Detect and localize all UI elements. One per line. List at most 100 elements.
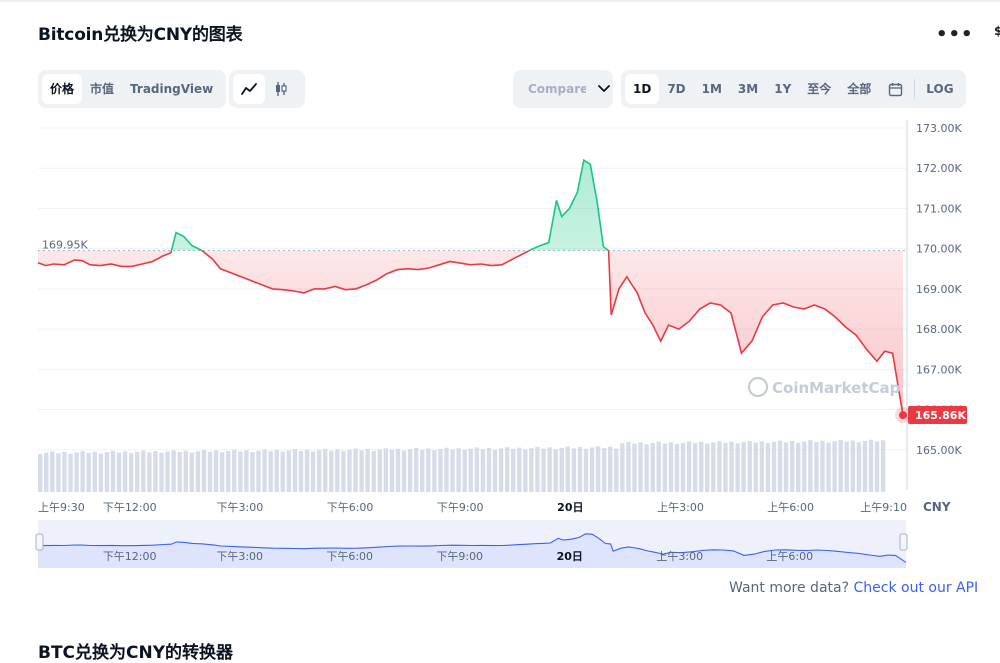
- volume-bar: [201, 450, 207, 492]
- range-3m[interactable]: 3M: [737, 82, 759, 96]
- calendar-icon[interactable]: [879, 74, 911, 104]
- y-tick-label: 168.00K: [916, 323, 962, 336]
- volume-bar: [814, 442, 819, 492]
- compare-dropdown[interactable]: Compare with: [513, 70, 613, 108]
- volume-bar: [783, 442, 789, 492]
- volume-bar: [523, 449, 528, 492]
- volume-bar: [656, 441, 661, 492]
- volume-bar: [183, 450, 188, 492]
- volume-bar: [620, 443, 625, 492]
- volume-bar: [565, 446, 570, 492]
- price-line-down: [37, 250, 904, 416]
- volume-bar: [699, 441, 704, 492]
- compare-label: Compare with: [528, 82, 586, 96]
- current-price-badge: [908, 406, 967, 424]
- volume-bar: [547, 447, 552, 492]
- volume-bar: [735, 443, 740, 492]
- volume-bar: [56, 453, 61, 492]
- volume-bar: [44, 452, 49, 492]
- volume-bar: [110, 450, 116, 492]
- open-price-label: 169.95K: [42, 239, 88, 252]
- x-tick-label: 下午6:00: [327, 501, 374, 514]
- volume-bar: [141, 450, 146, 492]
- divider: [914, 79, 916, 99]
- volume-bar: [553, 449, 558, 492]
- watermark: CoinMarketCap: [772, 379, 901, 397]
- volume-bar: [250, 451, 255, 492]
- volume-bar: [68, 453, 73, 492]
- volume-bar: [880, 440, 886, 492]
- volume-bar: [316, 450, 322, 492]
- volume-bar: [874, 441, 880, 492]
- volume-bar: [438, 449, 443, 492]
- range-1d[interactable]: 1D: [625, 74, 660, 104]
- volume-bar: [862, 440, 868, 492]
- volume-bar: [304, 449, 310, 492]
- volume-bar: [377, 449, 382, 492]
- volume-bar: [747, 440, 752, 492]
- volume-bar: [456, 448, 461, 492]
- volume-bar: [589, 447, 595, 492]
- volume-bar: [765, 443, 771, 492]
- volume-bar: [450, 449, 455, 492]
- volume-bar: [147, 452, 152, 492]
- y-tick-label: 169.00K: [916, 283, 962, 296]
- volume-bar: [122, 451, 128, 492]
- volume-bar: [50, 451, 55, 492]
- candlestick-icon[interactable]: [265, 74, 297, 104]
- volume-bar: [165, 451, 170, 492]
- more-horizontal-icon[interactable]: •••: [936, 24, 974, 45]
- volume-bar: [486, 447, 492, 492]
- view-tabs: 价格 市值 TradingView: [38, 70, 226, 108]
- volume-bar: [468, 448, 473, 492]
- volume-bar: [686, 441, 692, 492]
- tab-tradingview[interactable]: TradingView: [130, 82, 214, 96]
- volume-bar: [347, 449, 352, 492]
- y-tick-label: 171.00K: [916, 202, 962, 215]
- api-prompt: Want more data?: [729, 580, 850, 596]
- volume-bar: [407, 449, 413, 492]
- volume-bar: [838, 440, 843, 492]
- volume-bar: [771, 441, 777, 492]
- tab-price[interactable]: 价格: [42, 74, 83, 104]
- range-all[interactable]: 全部: [847, 82, 872, 96]
- chevron-down-icon: [598, 85, 610, 92]
- x-tick-label: 20日: [557, 501, 583, 514]
- api-link[interactable]: Check out our API: [853, 580, 979, 596]
- line-chart-icon[interactable]: [233, 74, 265, 104]
- volume-bar: [256, 450, 261, 492]
- navigator-tick-label: 下午12:00: [103, 550, 157, 563]
- volume-bar: [662, 443, 668, 492]
- volume-bar: [177, 452, 182, 492]
- range-1y[interactable]: 1Y: [774, 82, 792, 96]
- volume-bar: [298, 450, 304, 492]
- volume-bar: [577, 447, 583, 492]
- volume-bar: [638, 442, 643, 492]
- volume-bar: [232, 449, 237, 492]
- navigator-handle-right[interactable]: [899, 533, 908, 551]
- volume-bar: [674, 443, 680, 492]
- volume-bar: [62, 451, 67, 492]
- range-1m[interactable]: 1M: [701, 82, 722, 96]
- volume-bar: [401, 450, 407, 492]
- volume-bar: [711, 442, 716, 492]
- current-price-label: 165.86K: [915, 409, 966, 422]
- range-ytd[interactable]: 至今: [807, 82, 832, 96]
- range-7d[interactable]: 7D: [667, 82, 686, 96]
- volume-bar: [274, 449, 279, 492]
- y-tick-label: 170.00K: [916, 243, 962, 256]
- volume-bar: [244, 450, 249, 492]
- volume-bar: [286, 450, 292, 492]
- volume-bar: [323, 448, 328, 492]
- volume-bar: [420, 449, 425, 492]
- navigator-handle-left[interactable]: [35, 533, 44, 551]
- volume-bar: [705, 443, 710, 492]
- log-toggle[interactable]: LOG: [926, 82, 954, 96]
- volume-bar: [310, 451, 316, 492]
- volume-bar: [832, 441, 837, 492]
- x-tick-label: 上午6:00: [767, 501, 814, 514]
- volume-bar: [389, 450, 395, 492]
- tab-market-cap[interactable]: 市值: [90, 82, 115, 96]
- volume-bar: [498, 448, 504, 492]
